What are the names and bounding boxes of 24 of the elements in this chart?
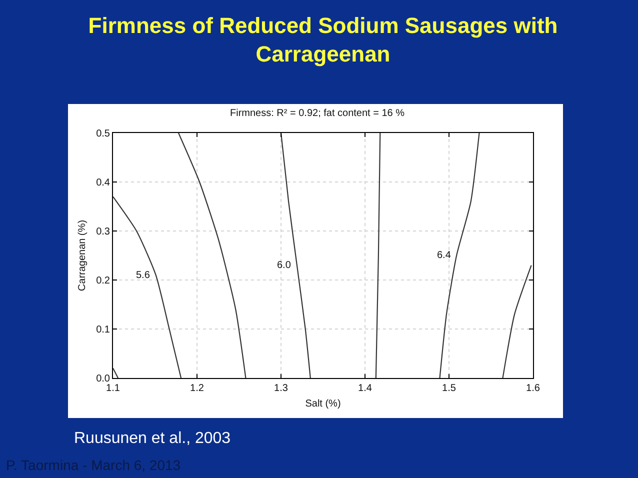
series-label: 6.4	[437, 250, 452, 261]
series-label: 6.0	[277, 260, 292, 271]
y-tick-label: 0.3	[96, 226, 110, 238]
chart-title: Firmness of Reduced Sodium Sausages with Carrageenan	[88, 13, 558, 67]
y-tick-label: 0.0	[96, 374, 110, 384]
x-tick-label: 1.1	[106, 383, 120, 394]
line-series	[178, 133, 246, 378]
y-tick-label: 0.2	[96, 276, 110, 286]
x-tick-label: 1.5	[442, 383, 456, 394]
x-tick-label: 1.4	[358, 383, 372, 394]
y-tick-label: 0.1	[96, 324, 110, 336]
y-axis-title: Carragenan (%)	[77, 220, 88, 292]
line-series	[439, 133, 480, 378]
chart-subtitle: Firmness: R² = 0.92; fat content = 16 %	[230, 108, 405, 119]
y-tick-label: 0.4	[96, 178, 110, 188]
x-axis-title: Salt (%)	[305, 398, 341, 410]
series-label: 5.6	[136, 270, 150, 281]
x-tick-label: 1.3	[274, 383, 288, 394]
x-tick-label: 1.2	[190, 383, 204, 394]
y-tick-label: 0.5	[96, 128, 110, 140]
text: Ruusunen et al., 2003	[74, 430, 231, 447]
text: P. Taormina - March 6, 2013	[6, 457, 181, 473]
line-series	[113, 196, 182, 378]
x-tick-label: 1.6	[526, 383, 540, 394]
